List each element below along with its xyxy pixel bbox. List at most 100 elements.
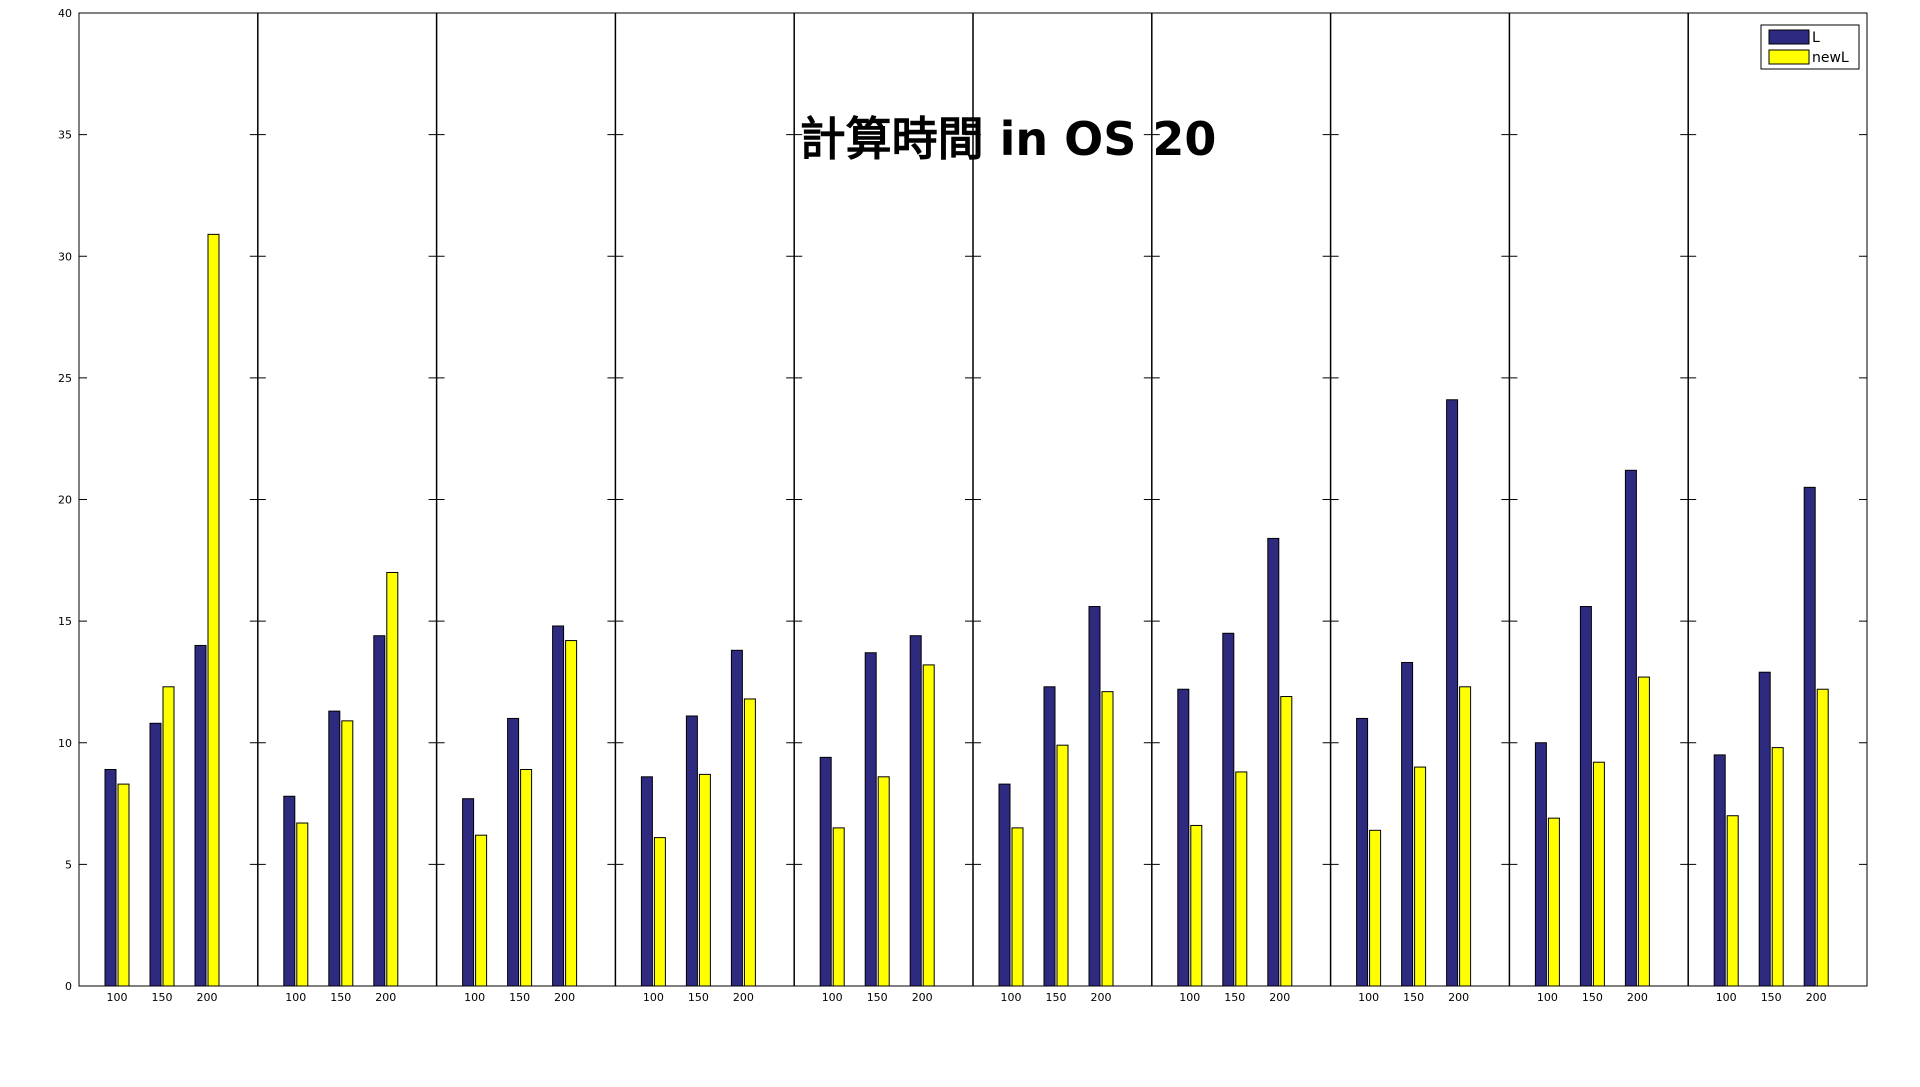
x-tick-label: 150 <box>1761 991 1782 1004</box>
x-tick-labels-layer: 100 150 200 100 150 200 100 150 200 100 150 200 100 1… <box>107 991 1827 1004</box>
bar-newL-group6-200 <box>1101 691 1114 987</box>
bar-L-group6-150 <box>1043 686 1056 987</box>
bar-newL-group8-150 <box>1414 766 1427 987</box>
x-tick-label: 200 <box>1091 991 1112 1004</box>
bar-newL-group2-200 <box>386 571 399 987</box>
x-tick-label: 100 <box>822 991 843 1004</box>
bar-L-group2-150 <box>328 710 341 987</box>
bar-L-group10-100 <box>1713 754 1726 987</box>
bar-L-group9-100 <box>1534 742 1547 987</box>
bar-newL-group3-200 <box>565 640 578 987</box>
x-tick-label: 100 <box>1537 991 1558 1004</box>
x-tick-label: 150 <box>867 991 888 1004</box>
bar-newL-group4-100 <box>653 837 666 987</box>
y-tick-label: 30 <box>58 250 72 263</box>
x-tick-label: 100 <box>285 991 306 1004</box>
x-tick-label: 100 <box>1001 991 1022 1004</box>
bar-L-group10-200 <box>1803 486 1816 987</box>
bar-L-group6-100 <box>998 783 1011 987</box>
x-tick-label: 200 <box>1269 991 1290 1004</box>
legend-label-L: L <box>1812 30 1820 46</box>
x-tick-label: 150 <box>152 991 173 1004</box>
bar-L-group7-150 <box>1222 632 1235 987</box>
bar-newL-group8-200 <box>1459 686 1472 987</box>
x-tick-label: 150 <box>1224 991 1245 1004</box>
x-tick-label: 200 <box>1627 991 1648 1004</box>
x-tick-label: 100 <box>643 991 664 1004</box>
bar-L-group5-200 <box>909 635 922 987</box>
bar-L-group10-150 <box>1758 671 1771 987</box>
bar-L-group7-200 <box>1267 537 1280 987</box>
bar-L-group1-200 <box>194 644 207 987</box>
legend-swatch-L <box>1768 29 1810 45</box>
bar-newL-group3-150 <box>520 769 533 987</box>
legend-label-newL: newL <box>1812 50 1849 66</box>
x-tick-label: 200 <box>197 991 218 1004</box>
bar-newL-group1-200 <box>207 233 220 987</box>
bar-newL-group10-100 <box>1726 815 1739 987</box>
legend-swatch-newL <box>1768 49 1810 65</box>
bar-newL-group7-200 <box>1280 696 1293 987</box>
bar-newL-group1-100 <box>117 783 130 987</box>
bar-newL-group3-100 <box>475 834 488 987</box>
x-tick-label: 100 <box>464 991 485 1004</box>
y-tick-label: 35 <box>58 129 72 142</box>
bar-newL-group4-200 <box>743 698 756 987</box>
bar-newL-group6-150 <box>1056 744 1069 987</box>
x-tick-label: 150 <box>330 991 351 1004</box>
bar-L-group4-200 <box>730 649 743 987</box>
bar-L-group8-100 <box>1356 717 1369 987</box>
bar-L-group4-100 <box>640 776 653 987</box>
x-tick-label: 150 <box>1046 991 1067 1004</box>
y-tick-label: 10 <box>58 737 72 750</box>
bar-L-group7-100 <box>1177 688 1190 987</box>
y-tick-labels-layer: 0 5 10 15 20 25 30 35 40 <box>58 7 72 993</box>
bar-newL-group6-100 <box>1011 827 1024 987</box>
bar-L-group3-150 <box>507 717 520 987</box>
bar-newL-group9-100 <box>1547 817 1560 987</box>
bar-newL-group5-200 <box>922 664 935 987</box>
bars-layer <box>104 233 1829 987</box>
bar-newL-group4-150 <box>698 773 711 987</box>
x-tick-label: 200 <box>375 991 396 1004</box>
bar-newL-group8-100 <box>1369 829 1382 987</box>
bar-newL-group1-150 <box>162 686 175 987</box>
x-tick-label: 100 <box>1179 991 1200 1004</box>
bar-newL-group9-150 <box>1592 761 1605 987</box>
x-tick-label: 100 <box>1716 991 1737 1004</box>
x-tick-label: 100 <box>1358 991 1379 1004</box>
x-tick-label: 100 <box>107 991 128 1004</box>
bar-L-group3-200 <box>552 625 565 987</box>
y-tick-label: 5 <box>65 858 72 871</box>
y-tick-label: 0 <box>65 980 72 993</box>
bar-L-group5-100 <box>819 756 832 987</box>
bar-newL-group7-100 <box>1190 824 1203 987</box>
bar-newL-group5-150 <box>877 776 890 987</box>
bar-newL-group2-150 <box>341 720 354 987</box>
x-tick-label: 200 <box>912 991 933 1004</box>
bar-newL-group10-150 <box>1771 747 1784 987</box>
axes-layer <box>78 12 1868 987</box>
bar-L-group8-200 <box>1446 399 1459 987</box>
bar-L-group1-100 <box>104 769 117 987</box>
bar-newL-group5-100 <box>832 827 845 987</box>
bar-L-group4-150 <box>685 715 698 987</box>
bar-newL-group9-200 <box>1637 676 1650 987</box>
x-tick-label: 150 <box>509 991 530 1004</box>
bar-newL-group7-150 <box>1235 771 1248 987</box>
bar-L-group2-200 <box>373 635 386 987</box>
x-tick-label: 200 <box>554 991 575 1004</box>
x-tick-label: 150 <box>688 991 709 1004</box>
bar-L-group9-150 <box>1579 606 1592 987</box>
bar-L-group2-100 <box>283 795 296 987</box>
bar-L-group1-150 <box>149 722 162 987</box>
y-tick-label: 40 <box>58 7 72 20</box>
y-tick-label: 20 <box>58 494 72 507</box>
bar-newL-group2-100 <box>296 822 309 987</box>
x-tick-label: 200 <box>733 991 754 1004</box>
chart-title: 計算時間 in OS 20 <box>800 112 1217 166</box>
x-tick-label: 200 <box>1448 991 1469 1004</box>
